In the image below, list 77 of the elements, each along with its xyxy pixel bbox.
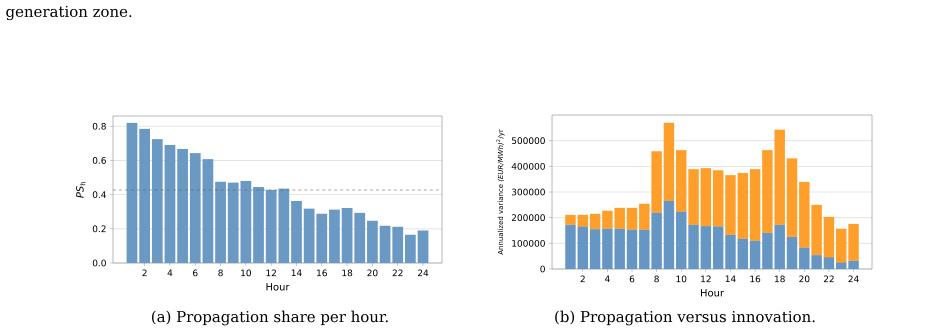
x-tick-label: 8 xyxy=(218,270,223,276)
x-tick-label: 24 xyxy=(848,276,859,282)
bar xyxy=(565,214,576,225)
y-tick-label: 0 xyxy=(540,266,545,272)
x-tick-label: 6 xyxy=(193,270,198,276)
bar xyxy=(836,228,846,263)
x-tick-label: 22 xyxy=(392,270,403,276)
x-tick-label: 18 xyxy=(774,276,785,282)
bar xyxy=(639,230,650,269)
y-tick-label: 0.4 xyxy=(92,191,106,198)
text: (b) Propagation versus innovation. xyxy=(555,310,815,326)
x-tick-label: 2 xyxy=(142,270,147,276)
x-tick-label: 18 xyxy=(342,270,352,276)
x-tick-label: 4 xyxy=(604,276,610,282)
bar xyxy=(626,208,638,230)
bar xyxy=(126,122,138,263)
y-tick-label: 0.8 xyxy=(92,122,106,130)
bar xyxy=(848,260,859,269)
bar xyxy=(278,188,290,263)
bar xyxy=(786,158,798,237)
bar xyxy=(266,190,277,263)
x-tick-label: 4 xyxy=(168,270,172,276)
bar xyxy=(786,236,798,269)
x-tick-label: 6 xyxy=(630,276,634,282)
x-tick-label: 16 xyxy=(317,270,327,276)
bar xyxy=(578,226,588,269)
bar xyxy=(639,204,650,230)
y-tick-label: 0.6 xyxy=(92,157,106,164)
y-tick-label: 300000 xyxy=(512,188,545,196)
y-tick-label: 500000 xyxy=(512,137,545,144)
x-tick-label: 10 xyxy=(241,270,251,276)
bar xyxy=(565,224,576,269)
bar xyxy=(152,139,163,263)
bar xyxy=(799,248,810,269)
x-tick-label: 20 xyxy=(367,270,378,276)
bar xyxy=(291,200,302,263)
x-tick-label: 12 xyxy=(266,270,276,276)
x-tick-label: 14 xyxy=(292,270,302,276)
bar xyxy=(578,214,588,227)
x-tick-label: 24 xyxy=(418,270,428,276)
x-tick-label: 8 xyxy=(654,276,659,282)
bar xyxy=(614,228,625,269)
bar xyxy=(799,182,810,248)
bar xyxy=(836,262,846,269)
y-tick-label: 0.0 xyxy=(92,260,106,266)
bar xyxy=(304,208,315,263)
y-tick-label: 200000 xyxy=(512,214,545,222)
bar xyxy=(848,224,859,261)
bar xyxy=(626,230,638,269)
bar xyxy=(614,208,625,229)
text: (a) Propagation share per hour. xyxy=(152,310,388,326)
bar xyxy=(228,182,239,263)
text: generation zone. xyxy=(6,6,132,20)
y-tick-label: 0.2 xyxy=(92,225,106,232)
bar xyxy=(139,128,150,263)
bar xyxy=(738,238,748,269)
x-tick-label: 14 xyxy=(726,276,736,282)
bar xyxy=(354,212,366,263)
bar xyxy=(676,150,686,212)
x-tick-label: 2 xyxy=(580,276,585,282)
y-tick-label: 100000 xyxy=(512,240,545,247)
y-tick-label: 400000 xyxy=(512,162,545,170)
bar xyxy=(774,130,785,225)
bar xyxy=(738,173,748,239)
bar xyxy=(316,214,328,263)
x-tick-label: 22 xyxy=(824,276,834,282)
bar xyxy=(190,153,201,263)
x-tick-label: 12 xyxy=(701,276,711,282)
bar xyxy=(774,224,785,269)
y-axis-title: PS$_{h}$ xyxy=(76,182,86,198)
x-axis-title: Hour xyxy=(701,289,724,297)
x-axis-title: Hour xyxy=(266,283,290,291)
x-tick-label: 16 xyxy=(750,276,760,282)
bar xyxy=(392,226,404,263)
x-tick-label: 20 xyxy=(799,276,810,282)
bar xyxy=(676,212,686,269)
x-tick-label: 10 xyxy=(676,276,686,282)
